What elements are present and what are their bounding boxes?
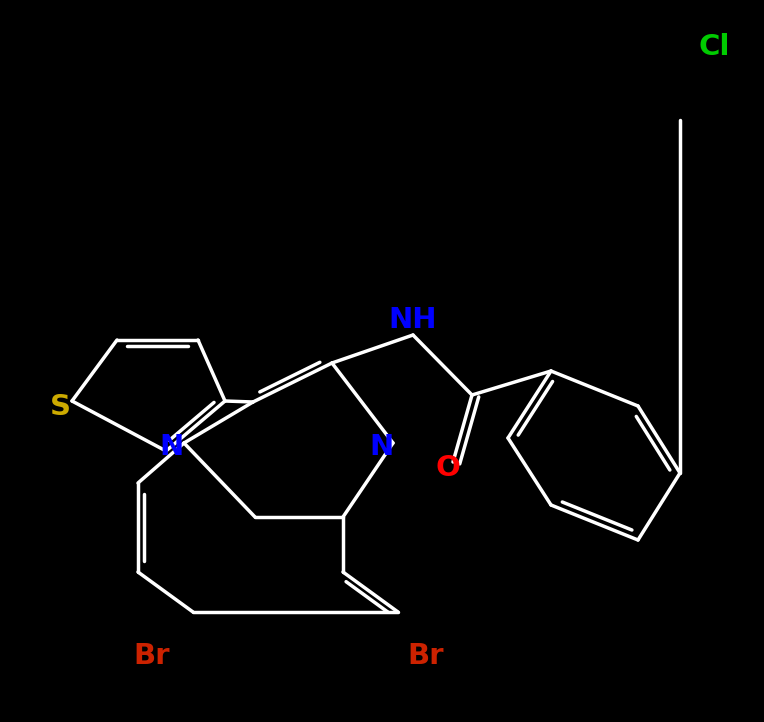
- Text: Cl: Cl: [698, 33, 730, 61]
- Text: NH: NH: [389, 306, 437, 334]
- Text: Br: Br: [408, 642, 444, 670]
- Text: O: O: [435, 454, 461, 482]
- Text: S: S: [50, 393, 70, 421]
- Text: N: N: [369, 433, 393, 461]
- Text: N: N: [160, 433, 184, 461]
- Text: Br: Br: [134, 642, 170, 670]
